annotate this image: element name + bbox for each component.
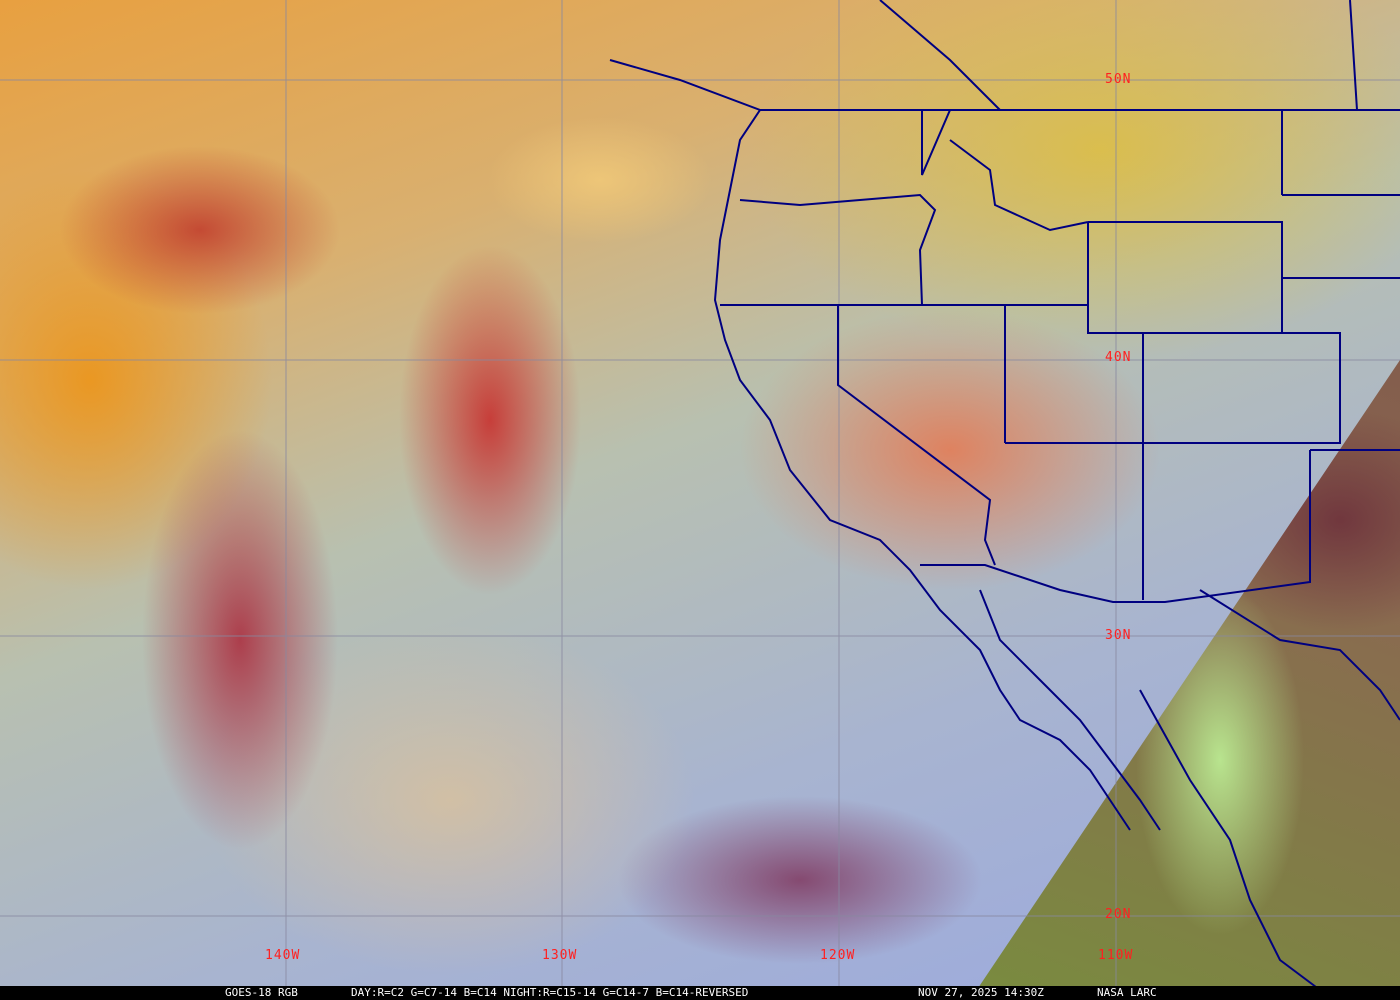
caption-product: GOES-18 RGB [225, 986, 298, 999]
coastline-west [609, 59, 1131, 831]
caption-recipe: DAY:R=C2 G=C7-14 B=C14 NIGHT:R=C15-14 G=… [351, 986, 749, 999]
label-120w: 120W [820, 948, 856, 963]
border-canada-provinces [879, 0, 1358, 111]
border-us-mexico [920, 450, 1311, 603]
border-wy [1087, 110, 1400, 334]
border-id [921, 109, 1089, 232]
label-30n: 30N [1105, 628, 1132, 643]
border-ca-nv [837, 305, 996, 566]
label-40n: 40N [1105, 350, 1132, 365]
baja-coast [979, 589, 1321, 991]
label-130w: 130W [542, 948, 578, 963]
caption-credit: NASA LARC [1097, 986, 1157, 999]
border-wa-or [739, 193, 937, 306]
label-110w: 110W [1098, 948, 1134, 963]
label-50n: 50N [1105, 72, 1132, 87]
caption-timestamp: NOV 27, 2025 14:30Z [918, 986, 1044, 999]
label-20n: 20N [1105, 907, 1132, 922]
caption-bar: GOES-18 RGB DAY:R=C2 G=C7-14 B=C14 NIGHT… [0, 986, 1400, 1000]
mexico-coast-east [1199, 589, 1400, 721]
label-140w: 140W [265, 948, 301, 963]
border-ut-az [1005, 332, 1341, 600]
borders-coastlines [609, 0, 1400, 991]
